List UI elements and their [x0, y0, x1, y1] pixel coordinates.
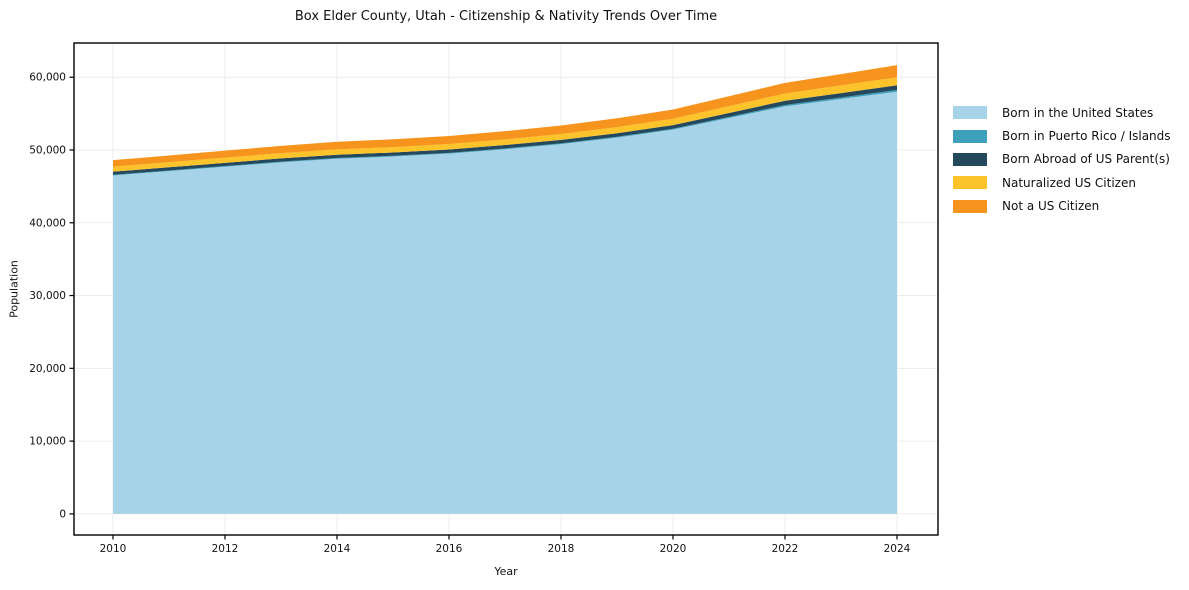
x-tick-label: 2016 [436, 543, 463, 555]
legend-swatch [953, 129, 987, 143]
legend-label: Born Abroad of US Parent(s) [1002, 152, 1170, 167]
area-series [112, 85, 898, 175]
chart-title: Box Elder County, Utah - Citizenship & N… [294, 9, 718, 24]
plot-border [73, 42, 939, 536]
y-tick-label: 0 [59, 508, 66, 520]
legend-item: Born in Puerto Rico / Islands [953, 124, 1171, 147]
y-tick-label: 60,000 [29, 72, 66, 84]
x-tick-label: 2020 [660, 543, 687, 555]
y-tick-label: 50,000 [29, 144, 66, 156]
area-series [112, 65, 898, 167]
x-tick-label: 2022 [772, 543, 799, 555]
legend-label: Born in the United States [1002, 105, 1154, 120]
legend-item: Born in the United States [953, 101, 1171, 124]
x-axis-label: Year [494, 565, 518, 578]
y-tick-label: 10,000 [29, 436, 66, 448]
legend-label: Naturalized US Citizen [1002, 175, 1136, 190]
legend-swatch [953, 199, 987, 213]
x-tick-label: 2024 [884, 543, 911, 555]
legend-label: Born in Puerto Rico / Islands [1002, 129, 1171, 144]
area-series [112, 91, 898, 514]
legend-swatch [953, 152, 987, 166]
legend-swatch [953, 176, 987, 190]
legend-swatch [953, 106, 987, 120]
y-tick-label: 40,000 [29, 217, 66, 229]
area-series [112, 77, 898, 172]
legend: Born in the United States Born in Puerto … [953, 101, 1171, 218]
x-tick-label: 2010 [100, 543, 127, 555]
legend-item: Not a US Citizen [953, 195, 1171, 218]
x-tick-label: 2018 [548, 543, 575, 555]
y-tick-label: 30,000 [29, 290, 66, 302]
y-tick-label: 20,000 [29, 363, 66, 375]
x-tick-label: 2012 [212, 543, 239, 555]
legend-item: Naturalized US Citizen [953, 171, 1171, 194]
legend-label: Not a US Citizen [1002, 199, 1100, 214]
x-tick-label: 2014 [324, 543, 351, 555]
legend-item: Born Abroad of US Parent(s) [953, 148, 1171, 171]
